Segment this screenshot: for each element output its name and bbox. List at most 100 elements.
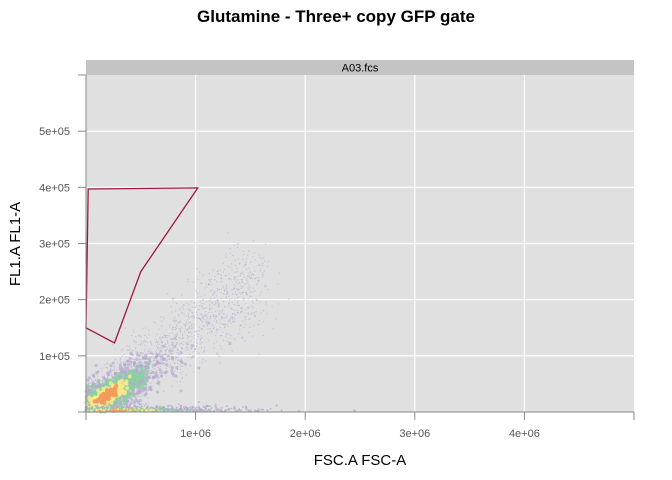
density-point <box>168 345 170 347</box>
density-point <box>87 388 91 392</box>
density-point <box>193 301 195 303</box>
density-point <box>104 378 109 383</box>
density-point <box>241 336 244 338</box>
density-point <box>151 344 153 346</box>
density-point <box>181 294 183 296</box>
density-point <box>101 410 104 412</box>
density-point <box>136 372 140 377</box>
density-point <box>157 380 161 384</box>
density-point <box>259 256 261 259</box>
density-point <box>139 408 141 410</box>
density-point <box>194 330 196 333</box>
density-point <box>166 334 169 336</box>
density-point <box>156 352 158 355</box>
density-point <box>172 320 174 322</box>
density-point <box>227 265 229 267</box>
density-point <box>254 290 256 292</box>
density-point <box>262 257 265 259</box>
density-point <box>234 318 236 320</box>
density-point <box>111 392 116 398</box>
density-point <box>151 366 154 368</box>
density-point <box>183 341 185 343</box>
density-point <box>135 368 139 373</box>
density-point <box>206 324 209 326</box>
density-point <box>127 406 130 408</box>
density-point <box>275 404 278 407</box>
density-point <box>237 302 239 304</box>
density-point <box>222 331 224 333</box>
density-point <box>165 357 167 359</box>
density-point <box>168 358 170 360</box>
density-point <box>187 281 189 283</box>
density-point <box>134 410 136 412</box>
density-point <box>117 409 119 411</box>
density-point <box>200 300 202 302</box>
density-point <box>211 324 213 326</box>
density-point <box>146 337 148 339</box>
density-point <box>209 300 211 302</box>
density-point <box>185 315 187 317</box>
density-point <box>235 410 238 412</box>
density-point <box>210 317 212 319</box>
density-point <box>187 409 189 412</box>
density-point <box>116 410 119 412</box>
density-point <box>115 408 118 411</box>
density-point <box>226 332 228 334</box>
density-point <box>229 319 231 321</box>
density-point <box>177 359 179 361</box>
density-point <box>171 352 173 355</box>
density-point <box>232 254 234 257</box>
density-point <box>132 350 134 352</box>
density-point <box>137 408 140 410</box>
density-point <box>159 374 164 378</box>
density-point <box>150 387 153 389</box>
density-point <box>154 368 156 370</box>
density-point <box>126 359 130 363</box>
density-point <box>178 354 181 356</box>
density-point <box>171 298 174 300</box>
density-point <box>203 307 205 309</box>
density-point <box>173 408 176 411</box>
density-point <box>265 303 268 305</box>
density-point <box>135 357 139 361</box>
density-point <box>145 340 147 342</box>
density-point <box>172 342 174 344</box>
density-point <box>234 276 236 278</box>
density-point <box>237 332 240 335</box>
density-point <box>278 272 281 274</box>
density-point <box>159 354 161 356</box>
density-point <box>189 353 191 356</box>
density-point <box>185 374 188 376</box>
density-point <box>110 409 112 412</box>
density-point <box>199 343 201 345</box>
density-point <box>162 336 164 338</box>
density-point <box>165 375 167 377</box>
density-point <box>236 243 238 245</box>
density-point <box>187 314 189 316</box>
density-point <box>205 360 207 362</box>
density-point <box>178 322 180 324</box>
density-point <box>108 407 110 410</box>
density-point <box>165 329 167 331</box>
density-point <box>91 391 95 396</box>
density-point <box>213 304 215 306</box>
density-point <box>242 320 244 322</box>
density-point <box>202 325 204 327</box>
density-point <box>163 390 165 392</box>
density-point <box>181 306 183 308</box>
density-point <box>263 310 265 312</box>
density-point <box>174 362 176 364</box>
density-point <box>249 409 251 412</box>
density-point <box>94 389 96 391</box>
density-point <box>142 355 146 360</box>
density-point <box>160 316 162 318</box>
density-point <box>138 335 140 337</box>
density-point <box>134 405 136 407</box>
density-point <box>233 407 235 410</box>
density-point <box>175 409 177 412</box>
density-point <box>216 329 218 331</box>
density-point <box>265 286 267 288</box>
density-point <box>171 332 173 334</box>
density-point <box>170 353 172 355</box>
density-point <box>200 327 203 330</box>
